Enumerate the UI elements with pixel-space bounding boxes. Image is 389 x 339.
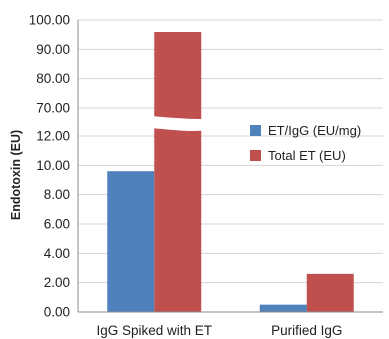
y-tick-label: 100.00	[29, 13, 70, 28]
y-tick-labels: 0.00 2.00 4.00 6.00 8.00 10.00 12.00 70.00 80.00…	[29, 13, 70, 320]
axis-break-band	[70, 113, 232, 131]
bar	[154, 32, 202, 312]
legend-swatch	[250, 125, 261, 136]
y-tick-label: 70.00	[36, 101, 70, 116]
x-category-labels: IgG Spiked with ET Purified IgG	[96, 323, 342, 338]
axis-break-band	[232, 116, 389, 128]
x-category-label: IgG Spiked with ET	[96, 323, 212, 338]
y-tick-label: 80.00	[36, 71, 70, 86]
bar	[306, 273, 354, 312]
x-category-label: Purified IgG	[271, 323, 342, 338]
y-tick-label: 4.00	[44, 246, 70, 261]
axis-break	[70, 113, 389, 131]
y-tick-label: 0.00	[44, 305, 70, 320]
legend-label: ET/IgG (EU/mg)	[268, 123, 361, 138]
y-tick-label: 90.00	[36, 42, 70, 57]
legend-label: Total ET (EU)	[268, 148, 346, 163]
y-axis-title: Endotoxin (EU)	[9, 130, 23, 220]
bar	[107, 171, 155, 312]
legend: ET/IgG (EU/mg) Total ET (EU)	[250, 123, 361, 163]
legend-swatch	[250, 150, 261, 161]
y-tick-label: 6.00	[44, 217, 70, 232]
y-tick-label: 2.00	[44, 275, 70, 290]
bars	[107, 32, 354, 312]
y-tick-label: 8.00	[44, 187, 70, 202]
y-tick-label: 12.00	[36, 129, 70, 144]
bar	[259, 304, 307, 312]
y-tick-label: 10.00	[36, 158, 70, 173]
